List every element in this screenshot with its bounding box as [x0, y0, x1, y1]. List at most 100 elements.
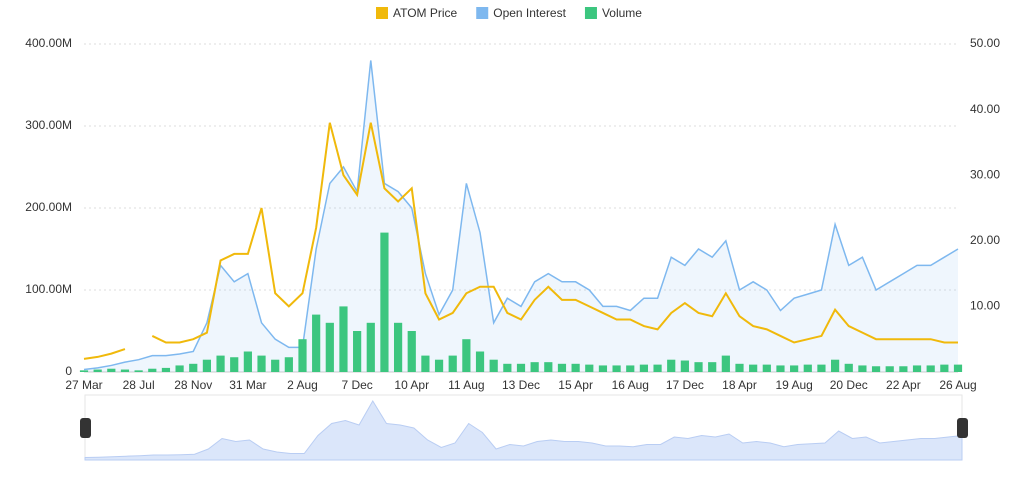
x-tick-label: 2 Aug [287, 378, 318, 392]
y2-tick-label: 10.00 [970, 299, 1000, 313]
bar [762, 364, 771, 372]
bar [585, 364, 594, 372]
x-tick-label: 26 Aug [939, 378, 976, 392]
legend-label[interactable]: ATOM Price [393, 6, 458, 20]
bar [161, 367, 171, 372]
bar [912, 365, 922, 372]
navigator-area [84, 400, 963, 461]
legend-label[interactable]: Open Interest [493, 6, 566, 20]
y2-tick-label: 30.00 [970, 167, 1000, 181]
bar [325, 322, 334, 372]
bar [271, 359, 280, 372]
bar [708, 362, 717, 372]
x-tick-label: 13 Dec [502, 378, 540, 392]
x-tick-label: 11 Aug [448, 378, 484, 392]
x-tick-label: 15 Apr [558, 378, 593, 392]
bar [544, 362, 553, 372]
bar [175, 365, 184, 372]
bar [803, 364, 812, 372]
x-tick-label: 27 Mar [65, 378, 102, 392]
bar [735, 363, 744, 372]
bar [134, 370, 143, 372]
bar [148, 368, 157, 372]
line [83, 348, 126, 360]
bar [202, 359, 212, 372]
bar [93, 369, 102, 372]
x-tick-label: 19 Aug [775, 378, 812, 392]
x-tick-label: 17 Dec [666, 378, 704, 392]
bar [885, 366, 894, 372]
navigator-handle-right[interactable] [957, 418, 968, 438]
bar [503, 363, 512, 372]
bar [612, 365, 621, 372]
y-tick-label: 100.00M [25, 282, 72, 296]
bar [776, 365, 785, 372]
bar [230, 357, 239, 372]
x-tick-label: 22 Apr [886, 378, 921, 392]
bar [312, 314, 321, 372]
bar [216, 355, 225, 372]
y-tick-label: 0 [65, 364, 72, 378]
y-tick-label: 200.00M [25, 200, 72, 214]
bar [571, 363, 580, 372]
line [83, 60, 959, 371]
area [84, 60, 958, 373]
bar [257, 355, 266, 372]
bar [120, 369, 130, 372]
bar [530, 362, 539, 372]
bar [598, 365, 608, 372]
bar [817, 364, 826, 372]
x-tick-label: 28 Jul [123, 378, 155, 392]
bar [899, 366, 908, 372]
bar [680, 360, 689, 372]
legend-label[interactable]: Volume [602, 6, 642, 20]
bar [79, 370, 89, 372]
bar [353, 331, 362, 372]
bar [284, 357, 293, 372]
y2-tick-label: 20.00 [970, 233, 1000, 247]
bar [667, 359, 676, 372]
bar [434, 359, 444, 372]
bar [830, 359, 840, 372]
bar [393, 322, 403, 372]
line [151, 122, 958, 344]
bar [243, 351, 252, 372]
bar [871, 366, 881, 372]
bar [639, 364, 649, 372]
bar [516, 363, 526, 372]
bar [489, 359, 498, 372]
bar [721, 355, 730, 372]
x-tick-label: 31 Mar [229, 378, 266, 392]
bar [749, 364, 758, 372]
x-tick-label: 7 Dec [341, 378, 372, 392]
bar [366, 322, 375, 372]
x-tick-label: 20 Dec [830, 378, 868, 392]
navigator-handle-left[interactable] [80, 418, 91, 438]
y2-tick-label: 40.00 [970, 102, 1000, 116]
bar [407, 331, 416, 372]
bar [790, 365, 799, 372]
bar [475, 351, 485, 372]
legend-swatch[interactable] [476, 7, 489, 19]
legend: ATOM Price Open Interest Volume [376, 6, 642, 20]
bar [940, 364, 949, 372]
bar [858, 365, 867, 372]
bar [298, 339, 307, 372]
x-tick-label: 10 Apr [394, 378, 429, 392]
legend-swatch[interactable] [376, 7, 388, 19]
bar [107, 368, 116, 372]
bar [448, 355, 457, 372]
bar [626, 365, 635, 372]
bar [380, 232, 389, 372]
bar [189, 363, 198, 372]
bar [694, 362, 703, 372]
y-tick-label: 400.00M [25, 36, 72, 50]
x-tick-label: 16 Aug [612, 378, 649, 392]
y-tick-label: 300.00M [25, 118, 72, 132]
legend-swatch[interactable] [584, 7, 597, 19]
bar [844, 363, 853, 372]
bar [653, 364, 662, 372]
x-tick-label: 28 Nov [174, 378, 212, 392]
bar [462, 339, 471, 372]
